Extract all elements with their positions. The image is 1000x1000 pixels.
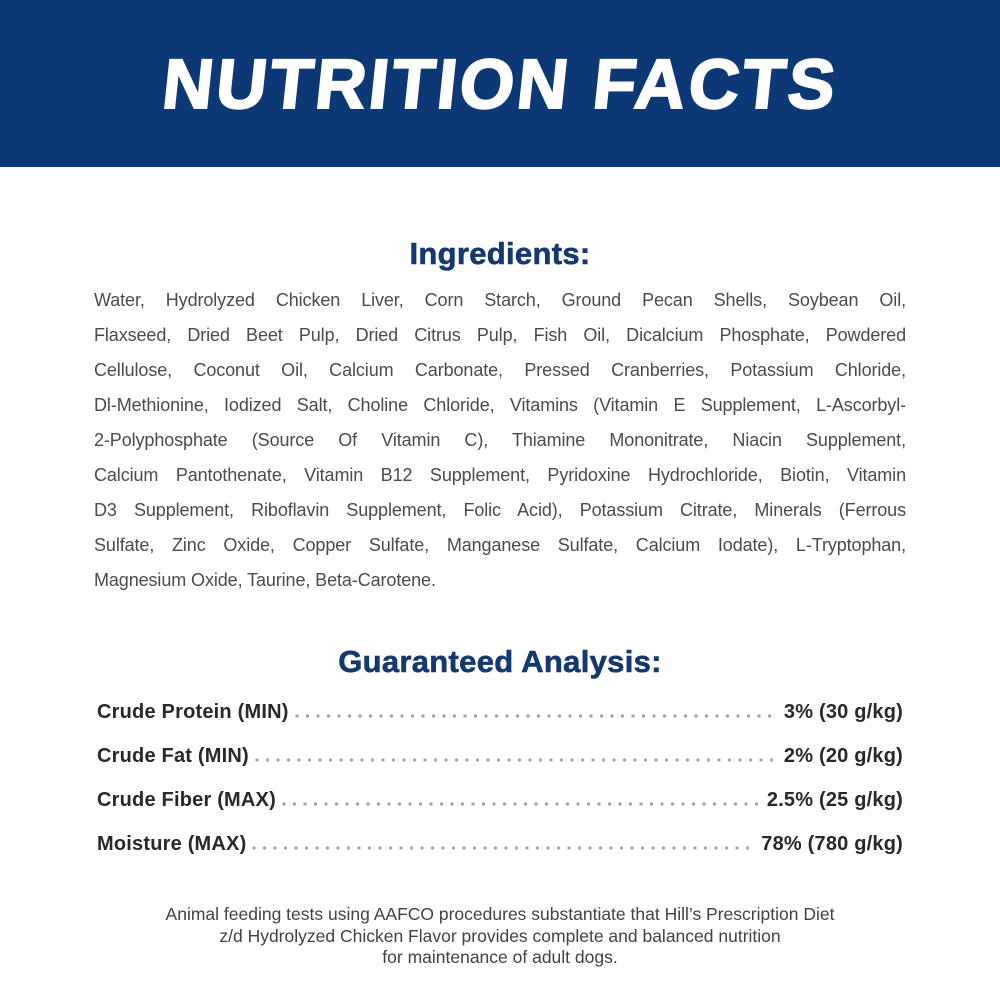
- ingredients-heading: Ingredients:: [409, 236, 591, 271]
- header-banner: NUTRITION FACTS: [0, 0, 1000, 167]
- analysis-value: 2.5% (25 g/kg): [766, 789, 903, 811]
- guaranteed-analysis-heading: Guaranteed Analysis:: [338, 644, 662, 679]
- analysis-row: Crude Fat (MIN) 2% (20 g/kg): [97, 744, 903, 768]
- analysis-label: Moisture (MAX): [97, 833, 247, 855]
- footer-note: Animal feeding tests using AAFCO procedu…: [0, 904, 1000, 969]
- analysis-label: Crude Fat (MIN): [97, 745, 249, 767]
- footer-line: z/d Hydrolyzed Chicken Flavor provides c…: [219, 925, 781, 946]
- dot-leader: [294, 714, 778, 718]
- footer-line: for maintenance of adult dogs.: [382, 947, 618, 967]
- dot-leader: [252, 846, 756, 850]
- page-title: NUTRITION FACTS: [157, 44, 842, 124]
- dot-leader: [254, 758, 778, 762]
- ingredient-line: Flaxseed, Dried Beet Pulp, Dried Citrus …: [94, 325, 906, 345]
- ingredients-paragraph: Water, Hydrolyzed Chicken Liver, Corn St…: [94, 283, 906, 598]
- analysis-value: 3% (30 g/kg): [783, 701, 903, 723]
- analysis-label: Crude Protein (MIN): [97, 701, 289, 723]
- ingredient-line: Sulfate, Zinc Oxide, Copper Sulfate, Man…: [94, 535, 906, 555]
- analysis-value: 78% (780 g/kg): [761, 833, 903, 855]
- footer-line: Animal feeding tests using AAFCO procedu…: [165, 904, 835, 924]
- dot-leader: [281, 802, 761, 806]
- ingredient-line: Calcium Pantothenate, Vitamin B12 Supple…: [94, 465, 906, 485]
- ingredient-line: Dl-Methionine, Iodized Salt, Choline Chl…: [94, 395, 906, 415]
- ingredient-line: Magnesium Oxide, Taurine, Beta-Carotene.: [94, 570, 436, 590]
- ingredients-section: Ingredients: Water, Hydrolyzed Chicken L…: [0, 237, 1000, 598]
- ingredient-line: Cellulose, Coconut Oil, Calcium Carbonat…: [94, 360, 906, 380]
- analysis-row: Crude Protein (MIN) 3% (30 g/kg): [97, 700, 903, 724]
- ingredient-line: D3 Supplement, Riboflavin Supplement, Fo…: [94, 500, 906, 520]
- analysis-row: Crude Fiber (MAX) 2.5% (25 g/kg): [97, 788, 903, 812]
- analysis-label: Crude Fiber (MAX): [97, 789, 276, 811]
- analysis-row: Moisture (MAX) 78% (780 g/kg): [97, 832, 903, 856]
- guaranteed-analysis-section: Guaranteed Analysis: Crude Protein (MIN)…: [0, 645, 1000, 856]
- analysis-value: 2% (20 g/kg): [783, 745, 903, 767]
- ingredient-line: Water, Hydrolyzed Chicken Liver, Corn St…: [94, 290, 906, 310]
- ingredient-line: 2-Polyphosphate (Source Of Vitamin C), T…: [94, 430, 906, 450]
- guaranteed-analysis-table: Crude Protein (MIN) 3% (30 g/kg) Crude F…: [97, 700, 903, 856]
